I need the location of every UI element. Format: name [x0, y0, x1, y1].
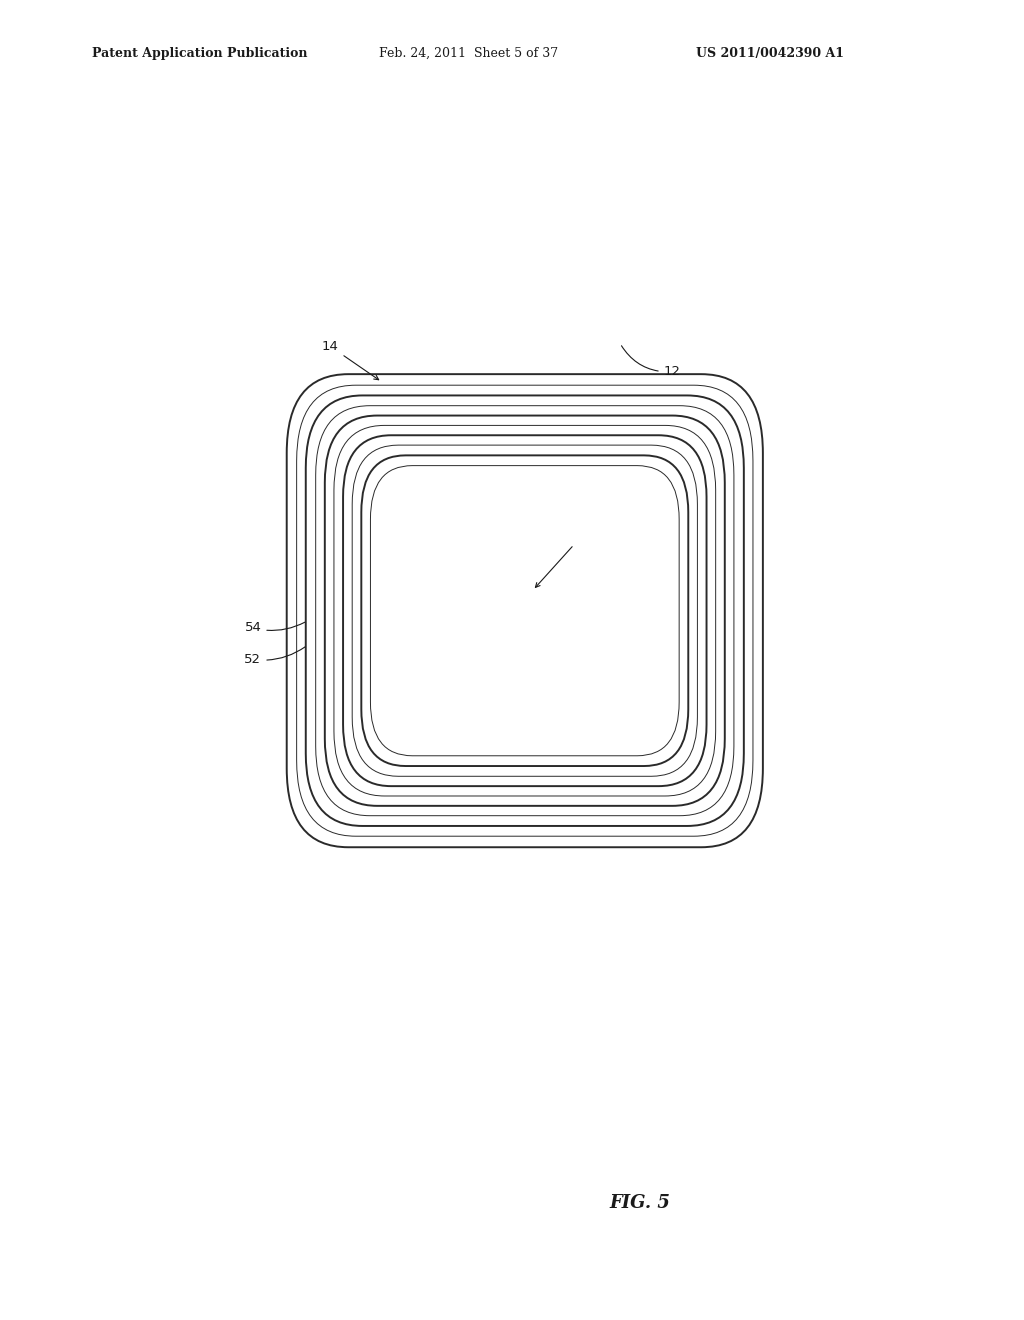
Text: 54: 54 — [245, 622, 305, 635]
Text: Feb. 24, 2011  Sheet 5 of 37: Feb. 24, 2011 Sheet 5 of 37 — [379, 46, 558, 59]
Text: US 2011/0042390 A1: US 2011/0042390 A1 — [696, 46, 845, 59]
Text: 52: 52 — [245, 647, 305, 667]
Text: 12: 12 — [622, 346, 681, 379]
Text: FIG. 5: FIG. 5 — [609, 1193, 670, 1212]
Text: 14: 14 — [322, 341, 379, 380]
Text: Patent Application Publication: Patent Application Publication — [92, 46, 307, 59]
